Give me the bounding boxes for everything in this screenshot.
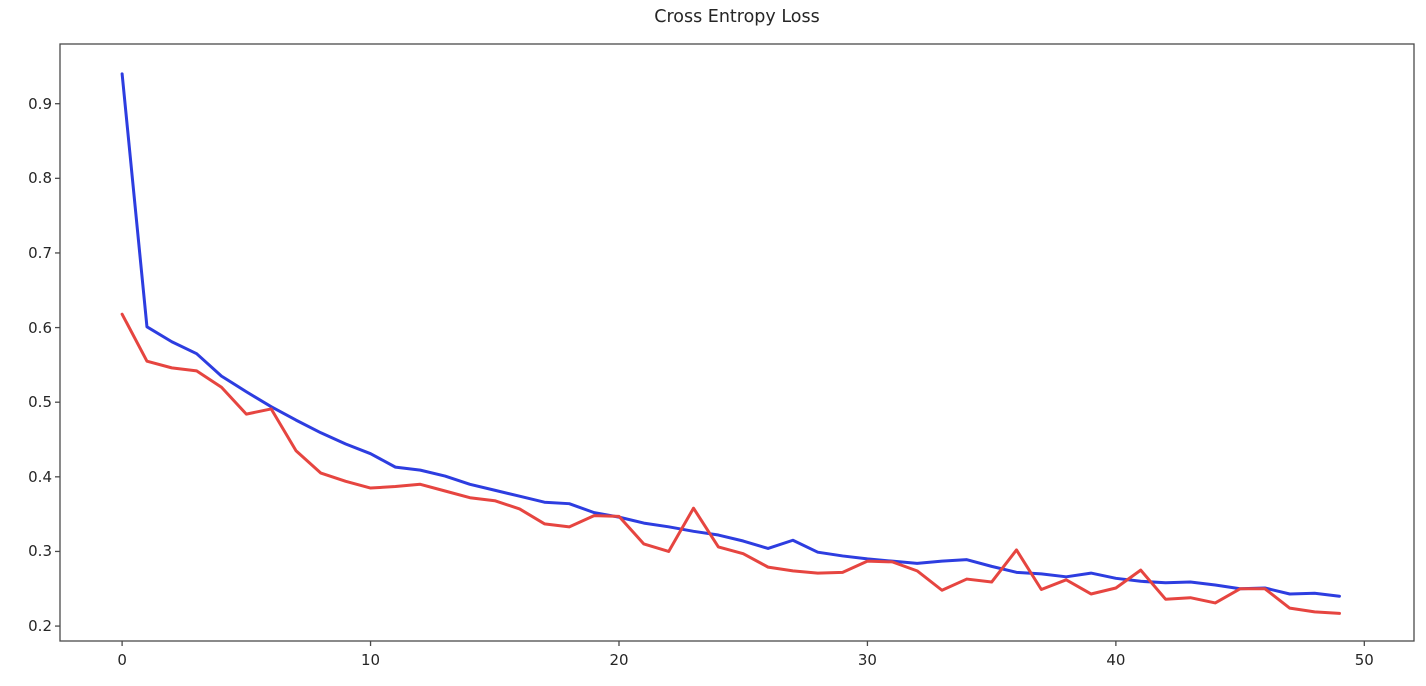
y-tick-label: 0.9 — [28, 94, 52, 113]
x-tick-label: 40 — [1106, 651, 1126, 669]
y-tick-label: 0.2 — [28, 617, 52, 636]
x-tick-label: 10 — [361, 651, 381, 669]
x-tick-label: 20 — [609, 651, 629, 669]
y-tick-label: 0.5 — [28, 393, 52, 412]
y-tick-label: 0.4 — [28, 467, 52, 486]
x-tick-label: 30 — [857, 651, 877, 669]
y-tick-label: 0.6 — [28, 318, 52, 337]
y-tick-label: 0.7 — [28, 243, 52, 262]
loss-curve-red — [120, 312, 1341, 615]
chart-title: Cross Entropy Loss — [654, 7, 820, 27]
y-tick-label: 0.8 — [28, 169, 52, 188]
x-tick-label: 50 — [1354, 651, 1374, 669]
x-tick-label: 0 — [117, 651, 127, 669]
plot-border — [59, 43, 1415, 642]
y-tick-label: 0.3 — [28, 542, 52, 561]
loss-curve-blue — [120, 72, 1341, 598]
